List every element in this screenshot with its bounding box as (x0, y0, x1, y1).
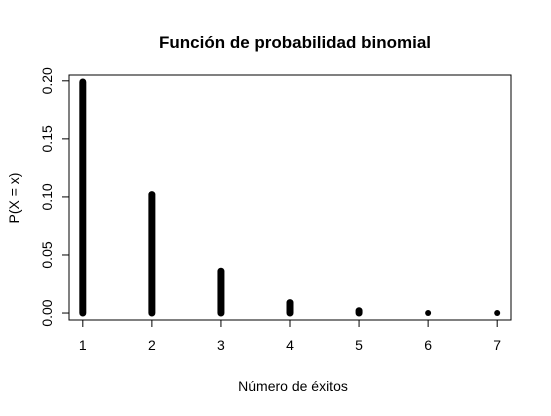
y-axis-label: P(X = x) (6, 173, 22, 224)
data-point (494, 310, 501, 317)
x-tick-label: 4 (286, 337, 294, 353)
x-tick-label: 7 (493, 337, 501, 353)
y-tick-label: 0.00 (39, 299, 55, 326)
x-axis: 1 2 3 4 5 6 7 (79, 319, 501, 353)
plot-box (68, 74, 512, 321)
y-tick-label: 0.10 (39, 183, 55, 210)
y-tick-label: 0.05 (39, 241, 55, 268)
y-tick-label: 0.20 (39, 67, 55, 94)
x-tick-label: 1 (79, 337, 87, 353)
data-points (79, 78, 501, 317)
y-axis: 0.00 0.05 0.10 0.15 0.20 (39, 67, 70, 327)
x-tick-label: 5 (355, 337, 363, 353)
x-tick-label: 6 (424, 337, 432, 353)
x-axis-label: Número de éxitos (238, 378, 348, 394)
data-point (425, 310, 432, 317)
chart-title: Función de probabilidad binomial (159, 33, 431, 52)
x-tick-label: 3 (217, 337, 225, 353)
y-tick-label: 0.15 (39, 125, 55, 152)
x-tick-label: 2 (148, 337, 156, 353)
